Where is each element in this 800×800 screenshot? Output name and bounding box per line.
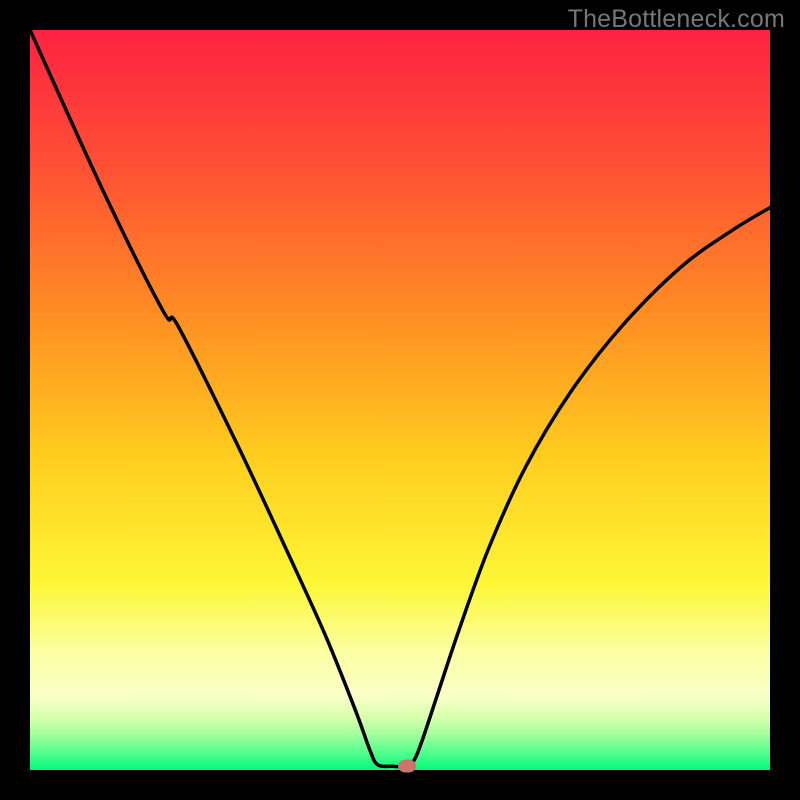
optimum-marker (398, 760, 416, 773)
watermark-text: TheBottleneck.com (568, 5, 785, 34)
plot-svg (30, 30, 770, 770)
chart-frame: TheBottleneck.com (0, 0, 800, 800)
plot-area (30, 30, 770, 770)
plot-background (30, 30, 770, 770)
